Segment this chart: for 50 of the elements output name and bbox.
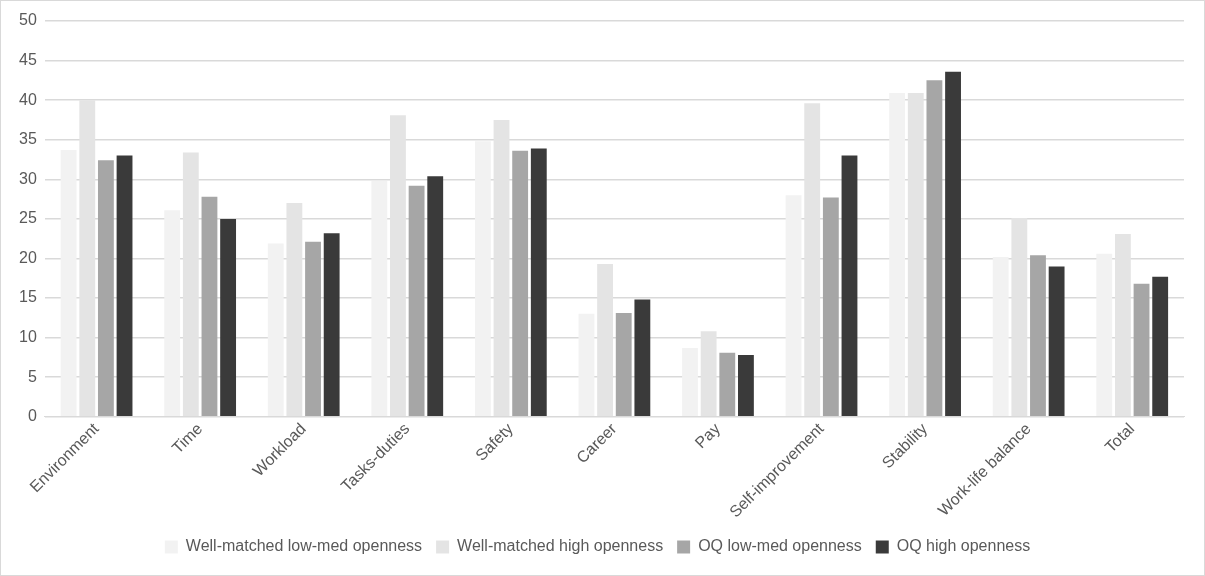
bar [323, 233, 340, 417]
bar [822, 197, 839, 417]
y-tick-label: 50 [19, 11, 37, 29]
bar [1048, 266, 1065, 417]
bar [926, 80, 943, 417]
y-tick-label: 10 [19, 328, 37, 346]
y-tick-label: 5 [27, 367, 37, 385]
bar [60, 150, 77, 417]
y-tick-label: 20 [19, 248, 37, 266]
bar [738, 355, 754, 417]
bar [1152, 276, 1169, 417]
bar [889, 93, 906, 417]
bar [116, 155, 133, 417]
bar [427, 176, 444, 417]
bar [530, 148, 547, 417]
bar [578, 313, 595, 417]
legend-label: Well-matched low-med openness [185, 537, 423, 555]
bar [267, 243, 284, 417]
legend-label: OQ low-med openness [698, 537, 862, 555]
bar [305, 241, 321, 417]
bar [371, 180, 388, 417]
bar [201, 196, 218, 417]
x-tick-label: Pay [691, 419, 724, 452]
bar [1030, 255, 1046, 417]
bar [785, 195, 802, 417]
y-tick-label: 40 [19, 90, 37, 108]
bar [682, 347, 698, 417]
y-tick-label: 35 [19, 130, 37, 148]
y-tick-label: 0 [27, 407, 37, 425]
bar [474, 141, 491, 417]
bar [97, 160, 114, 417]
x-tick-label: Time [168, 419, 206, 457]
bar [634, 299, 651, 417]
bar [1096, 253, 1113, 417]
legend-label: OQ high openness [896, 537, 1031, 555]
bar [1133, 283, 1150, 417]
bar [512, 150, 529, 417]
y-tick-label: 25 [19, 209, 37, 227]
bar [992, 256, 1009, 417]
y-tick-label: 30 [19, 169, 37, 187]
bar [841, 155, 858, 417]
y-tick-label: 45 [19, 50, 37, 68]
legend-label: Well-matched high openness [457, 537, 664, 555]
bar [719, 352, 736, 417]
bar [220, 218, 237, 417]
bar [408, 185, 425, 417]
y-tick-label: 15 [19, 288, 37, 306]
bar [615, 313, 632, 417]
bar [164, 210, 181, 417]
bar [945, 71, 961, 417]
